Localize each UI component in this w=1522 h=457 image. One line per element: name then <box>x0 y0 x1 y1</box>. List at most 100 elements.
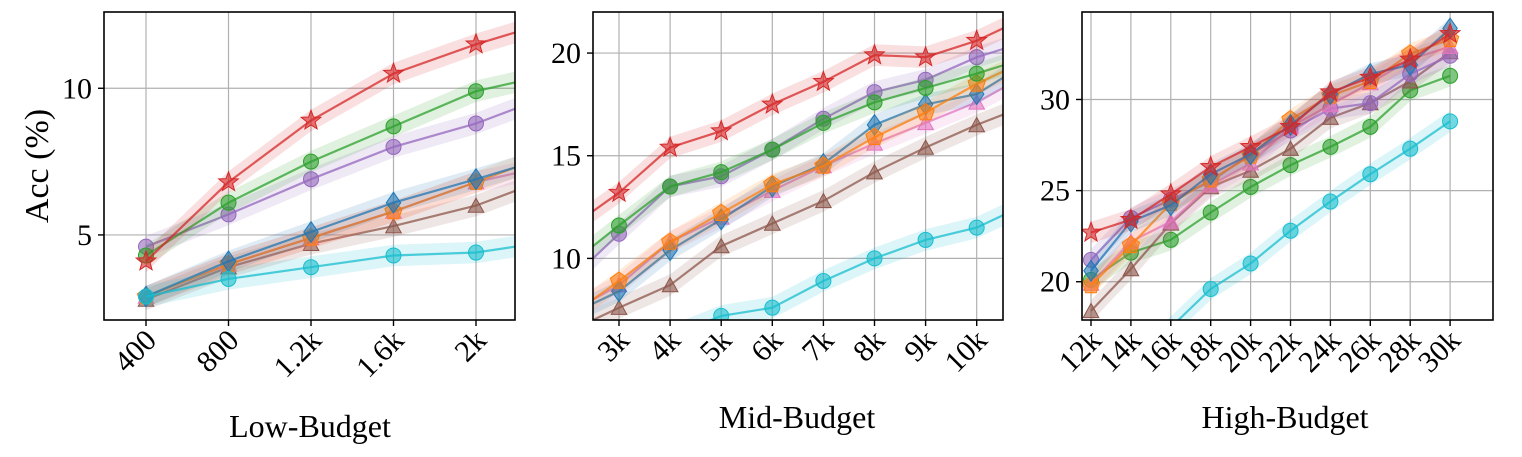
data-point-green-26k <box>1362 118 1379 135</box>
x-tick-label: 5k <box>694 324 739 369</box>
x-tick-label: 8k <box>847 324 892 369</box>
panel-high-budget: 20253012k14k16k18k20k22k24k26k28k30kHigh… <box>1040 11 1494 435</box>
data-point-blue-2k <box>468 167 484 191</box>
y-tick-label: 25 <box>1040 175 1070 208</box>
data-point-green-1.2k <box>303 153 319 170</box>
axes-frame <box>592 11 1004 321</box>
series-band-green <box>146 71 515 267</box>
data-point-green-1.6k <box>385 118 402 135</box>
data-point-green-20k <box>1242 178 1259 195</box>
series-line-brown <box>1090 51 1451 312</box>
series-band-brown <box>146 180 515 311</box>
data-point-cyan-22k <box>1282 222 1299 239</box>
series-line-pink <box>593 87 1003 301</box>
x-tick-label: 2k <box>448 324 493 369</box>
data-point-red-12k <box>1082 220 1103 243</box>
data-point-brown-4k <box>661 276 679 293</box>
data-point-cyan-26k <box>1362 166 1379 183</box>
x-axis-label: Low-Budget <box>229 408 391 444</box>
data-point-red-8k <box>863 43 886 65</box>
data-point-brown-14k <box>1122 260 1140 277</box>
axes-frame <box>103 11 516 321</box>
data-point-green-18k <box>1202 204 1219 221</box>
data-point-cyan-12k <box>1084 393 1099 408</box>
data-point-green-10k <box>968 65 985 82</box>
data-point-orange-14k <box>1121 235 1141 254</box>
series-band-pink <box>593 77 1003 311</box>
data-point-cyan-800 <box>220 270 237 287</box>
data-point-green-2k <box>468 83 484 100</box>
data-point-green-3k <box>611 217 627 234</box>
series-line-purple <box>593 47 1003 260</box>
x-tick-label: 4k <box>643 324 688 369</box>
data-point-green-22k <box>1282 157 1299 174</box>
plot-area <box>134 21 515 311</box>
data-point-green-30k <box>1442 67 1459 84</box>
x-tick-label: 7k <box>796 324 841 369</box>
data-point-brown-6k <box>763 214 781 231</box>
y-tick-label: 20 <box>551 37 581 70</box>
data-point-orange-3k <box>609 271 629 289</box>
data-point-red-2k <box>464 32 488 54</box>
y-tick-label: 10 <box>551 242 581 275</box>
series-line-red <box>593 27 1003 213</box>
data-point-cyan-8k <box>866 250 883 267</box>
data-point-cyan-24k <box>1322 193 1339 210</box>
data-point-blue-1.6k <box>385 191 402 214</box>
data-point-blue-1.2k <box>303 220 319 244</box>
data-point-brown-7k <box>814 192 833 209</box>
data-point-brown-2k <box>467 197 485 213</box>
data-point-green-5k <box>713 164 730 181</box>
y-tick-label: 10 <box>62 72 92 105</box>
data-point-red-9k <box>914 45 937 67</box>
x-axis-label: High-Budget <box>1201 399 1368 435</box>
data-point-green-9k <box>917 79 934 96</box>
data-point-green-16k <box>1162 231 1179 248</box>
data-point-red-22k <box>1279 115 1302 137</box>
panel-low-budget: 5 10 400 800 1.2k 1.6k 2k Low-Budget <box>62 11 516 444</box>
series-line-orange <box>593 70 1003 301</box>
data-point-red-26k <box>1359 65 1382 88</box>
x-tick-label: 30k <box>1412 324 1467 379</box>
data-point-cyan-9k <box>917 231 934 248</box>
series-band-green <box>593 54 1003 257</box>
data-point-red-14k <box>1119 207 1143 230</box>
data-point-purple-26k <box>1362 95 1379 112</box>
data-point-orange-12k <box>1082 275 1101 294</box>
data-point-red-24k <box>1319 80 1342 102</box>
data-point-red-20k <box>1239 135 1262 157</box>
series-band-blue <box>1091 17 1451 282</box>
data-point-red-3k <box>607 180 631 203</box>
series-line-brown <box>145 189 515 301</box>
data-point-green-24k <box>1322 138 1339 155</box>
data-point-red-5k <box>710 119 733 141</box>
data-point-green-7k <box>815 114 832 131</box>
data-point-orange-5k <box>712 203 731 221</box>
y-tick-label: 15 <box>551 140 581 173</box>
series-band-cyan <box>1166 110 1451 320</box>
axes-frame <box>1081 11 1494 321</box>
data-point-red-800 <box>217 170 240 192</box>
series-band-red <box>593 17 1003 222</box>
y-tick-label: 30 <box>1040 83 1070 116</box>
data-point-orange-9k <box>916 102 935 121</box>
data-point-orange-6k <box>763 174 782 193</box>
series-line-blue <box>145 166 515 298</box>
data-point-red-18k <box>1199 155 1222 177</box>
data-point-cyan-30k <box>1442 113 1459 130</box>
data-point-cyan-5k <box>713 307 730 320</box>
data-point-orange-8k <box>865 127 884 145</box>
data-point-green-8k <box>866 94 883 111</box>
data-point-cyan-10k <box>968 219 985 236</box>
x-tick-label: 10k <box>938 324 993 379</box>
data-point-brown-1.6k <box>384 217 403 234</box>
data-point-brown-12k <box>1082 302 1100 319</box>
data-point-cyan-28k <box>1402 140 1419 157</box>
x-tick-label: 9k <box>898 324 943 369</box>
series-line-cyan <box>1176 120 1451 320</box>
x-tick-label: 3k <box>591 324 636 369</box>
data-point-purple-2k <box>468 115 484 132</box>
data-point-blue-12k <box>1083 259 1099 282</box>
x-tick-label: 1.6k <box>350 324 410 384</box>
